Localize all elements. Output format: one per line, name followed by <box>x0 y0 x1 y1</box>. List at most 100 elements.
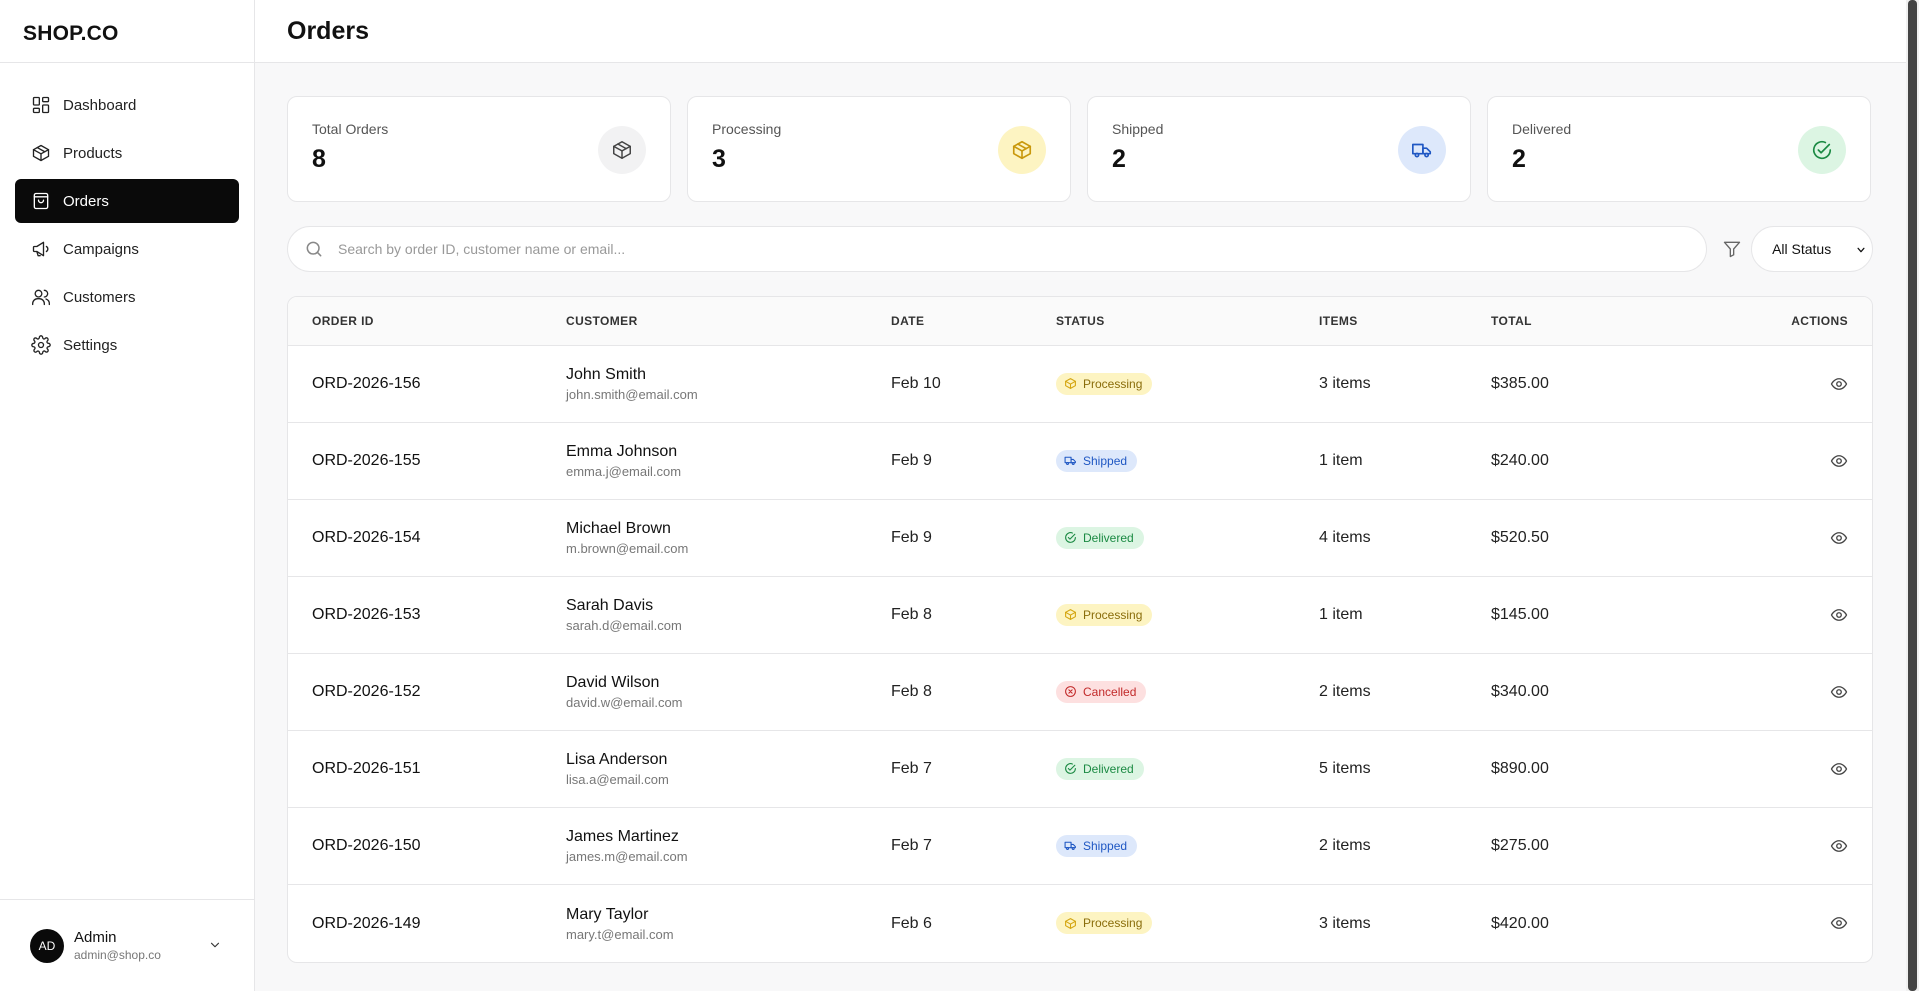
package-icon <box>1065 917 1076 929</box>
stat-card-delivered: Delivered 2 <box>1487 96 1871 202</box>
app-logo[interactable]: SHOP.CO <box>0 0 254 63</box>
sidebar-item-orders[interactable]: Orders <box>15 179 239 223</box>
column-header-total: TOTAL <box>1491 314 1532 328</box>
table-row[interactable]: ORD-2026-155 Emma Johnson emma.j@email.com… <box>288 423 1872 500</box>
sidebar-item-campaigns[interactable]: Campaigns <box>15 227 239 271</box>
orders-toolbar: All Status <box>287 226 1873 272</box>
view-order-eye-icon[interactable] <box>1830 914 1848 932</box>
stat-value: 2 <box>1512 145 1526 173</box>
stat-icon-badge <box>1398 126 1446 174</box>
table-row[interactable]: ORD-2026-151 Lisa Anderson lisa.a@email.co… <box>288 731 1872 808</box>
order-items: 1 item <box>1319 606 1363 623</box>
order-id[interactable]: ORD-2026-150 <box>312 837 421 854</box>
column-header-date: DATE <box>891 314 925 328</box>
status-label: Shipped <box>1083 838 1128 853</box>
view-order-eye-icon[interactable] <box>1830 375 1848 393</box>
table-row[interactable]: ORD-2026-150 James Martinez james.m@email.… <box>288 808 1872 885</box>
order-items: 2 items <box>1319 837 1371 854</box>
order-items: 3 items <box>1319 914 1371 932</box>
order-id[interactable]: ORD-2026-151 <box>312 760 421 777</box>
customer-email: lisa.a@email.com <box>566 772 669 787</box>
status-label: Processing <box>1083 376 1143 391</box>
status-filter-select[interactable]: All Status <box>1751 226 1873 272</box>
sidebar-item-dashboard[interactable]: Dashboard <box>15 83 239 127</box>
order-id[interactable]: ORD-2026-152 <box>312 683 421 700</box>
order-date: Feb 7 <box>891 760 932 777</box>
order-id[interactable]: ORD-2026-154 <box>312 529 421 546</box>
customer-name: Emma Johnson <box>566 443 678 460</box>
package-icon <box>1065 609 1076 621</box>
view-order-eye-icon[interactable] <box>1830 760 1848 778</box>
search-icon <box>306 241 322 257</box>
order-date: Feb 10 <box>891 375 941 392</box>
filter-button[interactable] <box>1721 238 1743 260</box>
stat-label: Shipped <box>1112 121 1164 137</box>
sidebar: SHOP.CO Dashboard Products Orders Campai… <box>0 0 255 991</box>
main-content: Total Orders 8 Processing 3 Shipped 2 De… <box>287 96 1873 963</box>
order-date: Feb 7 <box>891 837 932 854</box>
shopping-bag-icon <box>33 192 49 210</box>
status-badge: Processing <box>1056 912 1153 935</box>
table-header: ORDER ID CUSTOMER DATE STATUS ITEMS TOTA… <box>288 297 1872 346</box>
order-date: Feb 8 <box>891 683 932 700</box>
status-badge: Cancelled <box>1056 680 1147 703</box>
gear-icon <box>31 335 51 355</box>
view-order-eye-icon[interactable] <box>1830 606 1848 624</box>
table-body: ORD-2026-156 John Smith john.smith@email.c… <box>288 346 1872 962</box>
order-id[interactable]: ORD-2026-155 <box>312 452 421 469</box>
order-total: $420.00 <box>1491 914 1549 932</box>
search-box[interactable] <box>287 226 1708 272</box>
table-row[interactable]: ORD-2026-152 David Wilson david.w@email.co… <box>288 654 1872 731</box>
view-order-eye-icon[interactable] <box>1830 452 1848 470</box>
status-badge: Processing <box>1056 372 1153 395</box>
customer-email: john.smith@email.com <box>566 387 698 402</box>
order-total: $275.00 <box>1491 837 1549 854</box>
scrollbar-thumb[interactable] <box>1908 0 1917 991</box>
order-total: $385.00 <box>1491 375 1549 392</box>
table-row[interactable]: ORD-2026-154 Michael Brown m.brown@email.c… <box>288 500 1872 577</box>
check-circle-icon <box>1065 763 1076 775</box>
order-items: 4 items <box>1319 529 1371 546</box>
status-badge: Delivered <box>1056 526 1144 549</box>
search-input[interactable] <box>338 241 1638 257</box>
column-header-actions: ACTIONS <box>1791 314 1848 328</box>
scrollbar[interactable] <box>1906 0 1919 991</box>
view-order-eye-icon[interactable] <box>1830 837 1848 855</box>
status-badge: Delivered <box>1056 757 1144 780</box>
user-name: Admin <box>74 929 117 946</box>
order-date: Feb 9 <box>891 529 932 546</box>
package-icon <box>1012 140 1032 160</box>
sidebar-item-label: Orders <box>63 192 109 210</box>
order-items: 5 items <box>1319 760 1371 777</box>
view-order-eye-icon[interactable] <box>1830 683 1848 701</box>
package-icon <box>32 144 50 162</box>
customer-name: Lisa Anderson <box>566 751 668 768</box>
chevron-down-icon[interactable] <box>208 938 222 952</box>
table-row[interactable]: ORD-2026-153 Sarah Davis sarah.d@email.com… <box>288 577 1872 654</box>
table-row[interactable]: ORD-2026-156 John Smith john.smith@email.c… <box>288 346 1872 423</box>
sidebar-item-settings[interactable]: Settings <box>15 323 239 367</box>
view-order-eye-icon[interactable] <box>1830 529 1848 547</box>
check-circle-icon <box>1812 141 1832 159</box>
status-badge: Processing <box>1056 603 1153 626</box>
order-id[interactable]: ORD-2026-149 <box>312 914 421 932</box>
topbar: Orders <box>255 0 1906 63</box>
dashboard-icon <box>32 96 50 114</box>
order-total: $520.50 <box>1491 529 1549 546</box>
stat-icon-badge <box>1798 126 1846 174</box>
orders-table: ORDER ID CUSTOMER DATE STATUS ITEMS TOTA… <box>287 296 1873 963</box>
order-id[interactable]: ORD-2026-153 <box>312 606 421 623</box>
sidebar-item-products[interactable]: Products <box>15 131 239 175</box>
package-icon <box>1065 378 1076 390</box>
order-id[interactable]: ORD-2026-156 <box>312 375 421 392</box>
truck-icon <box>1412 143 1432 158</box>
column-header-status: STATUS <box>1056 314 1105 328</box>
order-date: Feb 8 <box>891 606 932 623</box>
table-row[interactable]: ORD-2026-149 Mary Taylor mary.t@email.com F… <box>288 885 1872 962</box>
column-header-items: ITEMS <box>1319 314 1358 328</box>
sidebar-item-customers[interactable]: Customers <box>15 275 239 319</box>
order-total: $890.00 <box>1491 760 1549 777</box>
user-menu[interactable]: AD Admin admin@shop.co <box>0 899 254 991</box>
users-icon <box>31 289 50 306</box>
column-header-customer: CUSTOMER <box>566 314 638 328</box>
